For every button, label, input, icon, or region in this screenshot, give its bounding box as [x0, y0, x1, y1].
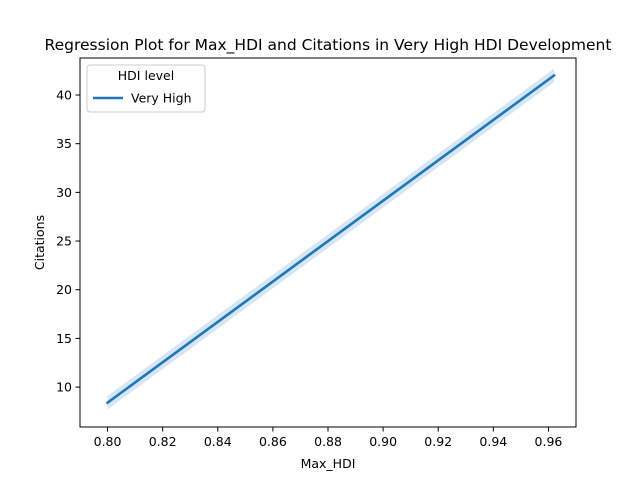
x-tick-label: 0.96	[535, 434, 563, 449]
y-tick-label: 30	[56, 185, 72, 200]
y-tick-label: 40	[56, 87, 72, 102]
y-tick-label: 25	[56, 234, 72, 249]
x-tick-label: 0.90	[369, 434, 397, 449]
x-tick-label: 0.94	[479, 434, 507, 449]
x-tick-label: 0.92	[424, 434, 452, 449]
legend-entry-very-high: Very High	[131, 91, 192, 106]
y-tick-label: 15	[56, 331, 72, 346]
x-tick-label: 0.86	[259, 434, 287, 449]
x-tick-label: 0.82	[149, 434, 177, 449]
y-tick-label: 20	[56, 282, 72, 297]
x-axis-label: Max_HDI	[301, 456, 356, 471]
regression-line-very-high	[105, 73, 556, 405]
x-tick-label: 0.84	[204, 434, 232, 449]
legend: HDI level Very High	[86, 64, 206, 113]
legend-title: HDI level	[118, 68, 174, 83]
x-tick-label: 0.88	[314, 434, 342, 449]
y-axis-ticks: 10 15 20 25 30 35 40	[56, 87, 80, 395]
y-tick-label: 35	[56, 136, 72, 151]
plot-area	[79, 57, 577, 428]
y-axis-label: Citations	[32, 215, 47, 270]
chart-title: Regression Plot for Max_HDI and Citation…	[45, 36, 612, 55]
legend-box	[86, 64, 206, 113]
y-tick-label: 10	[56, 380, 72, 395]
x-axis-ticks: 0.80 0.82 0.84 0.86 0.88 0.90 0.92 0.94 0.96	[94, 427, 563, 449]
x-tick-label: 0.80	[94, 434, 122, 449]
regression-line-layer	[105, 73, 556, 405]
